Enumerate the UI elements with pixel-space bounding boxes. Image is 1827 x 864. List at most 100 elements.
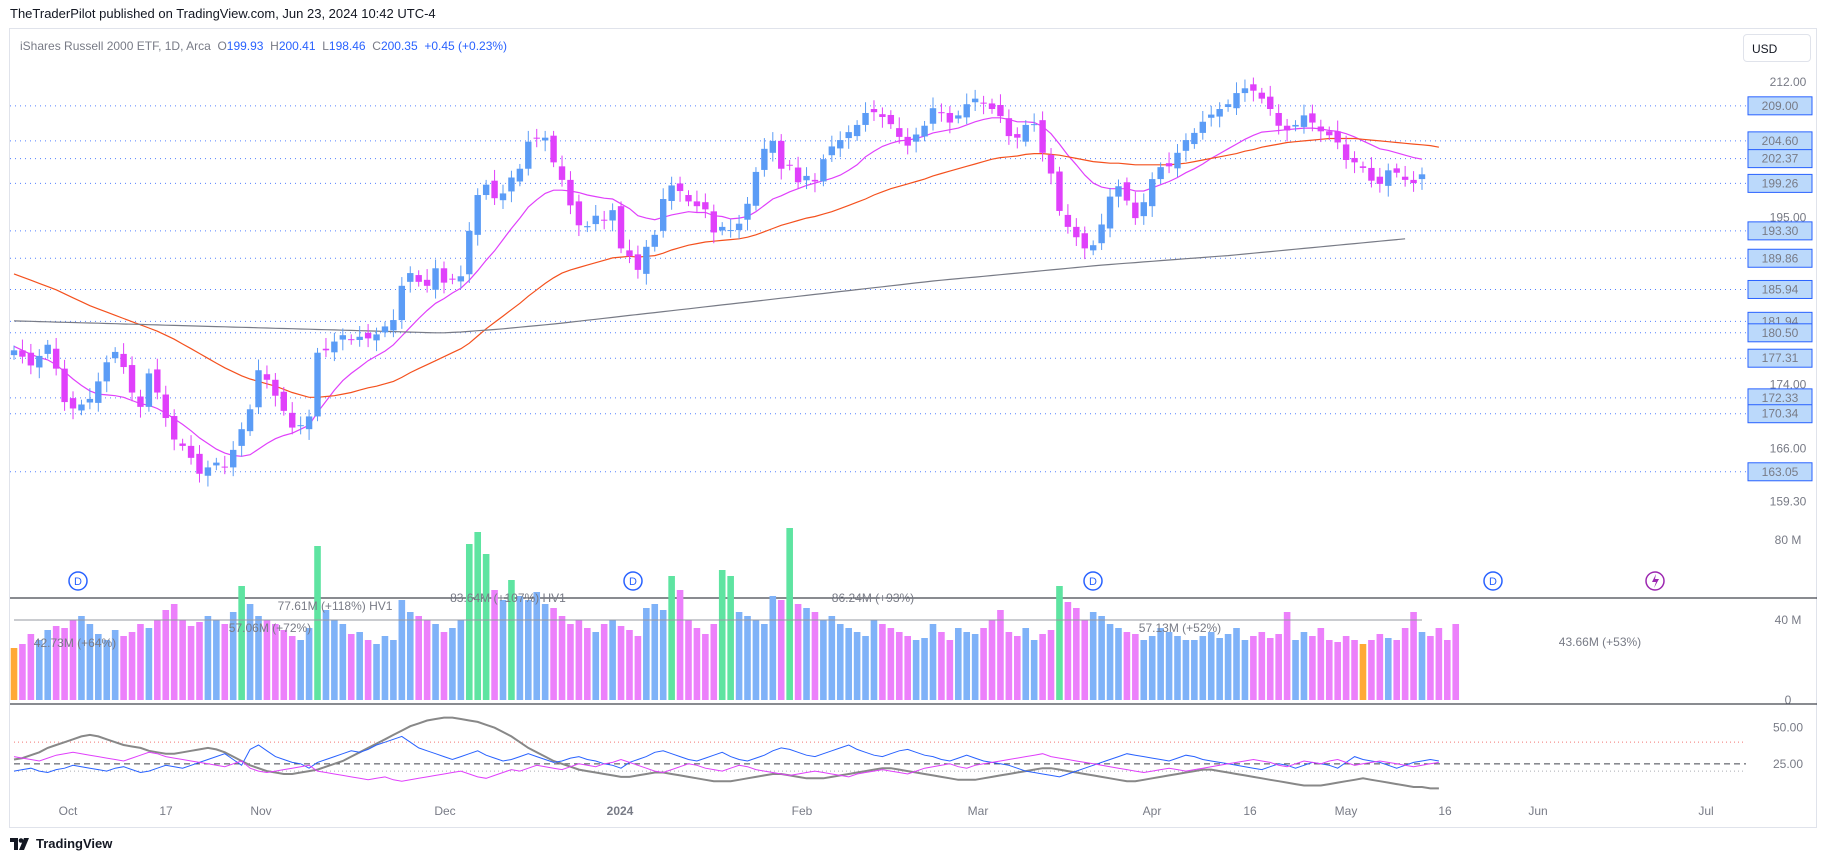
candle-body — [1174, 152, 1181, 169]
dividend-marker: D — [1083, 571, 1103, 591]
volume-bar — [659, 610, 667, 700]
candle-body — [1241, 88, 1249, 94]
volume-bar — [533, 592, 541, 700]
price-axis-tick: 159.30 — [1770, 495, 1807, 509]
volume-bar — [862, 636, 869, 700]
candle-body — [879, 114, 886, 117]
candle-body — [988, 103, 996, 110]
price-level-label: 193.30 — [1762, 224, 1799, 238]
volume-bar — [1443, 640, 1451, 700]
volume-bar — [887, 628, 895, 700]
candle-body — [643, 246, 650, 274]
volume-bar — [1005, 632, 1013, 700]
dividend-marker-label: D — [74, 576, 82, 588]
candle-body — [19, 350, 26, 357]
volume-bar — [390, 640, 397, 700]
candle-body — [946, 112, 954, 123]
candle-body — [162, 394, 169, 419]
volume-annotation: 57.06M (+72%) — [229, 621, 311, 635]
candle-body — [744, 203, 751, 220]
candle-body — [533, 137, 540, 139]
volume-bar — [651, 604, 659, 700]
time-axis-tick: 17 — [159, 804, 173, 818]
volume-bar — [735, 612, 743, 700]
candle-body — [845, 132, 852, 139]
volume-bar — [52, 626, 60, 700]
volume-bar — [550, 608, 557, 700]
volume-bar — [137, 624, 144, 700]
volume-bar — [86, 624, 94, 700]
candle-body — [457, 276, 465, 282]
open-label: O — [217, 39, 227, 53]
volume-bar — [347, 634, 355, 700]
candle-body — [558, 166, 566, 180]
candle-body — [1047, 154, 1055, 174]
candle-body — [187, 445, 195, 458]
volume-bar — [170, 604, 178, 700]
footer-brand: TradingView — [36, 836, 113, 851]
candle-body — [1073, 226, 1080, 238]
moving-average-line — [13, 137, 1440, 398]
candle-body — [1039, 120, 1046, 153]
volume-bar — [120, 636, 127, 700]
candle-body — [1199, 121, 1206, 133]
candle-body — [36, 355, 43, 368]
volume-bar — [1427, 636, 1434, 700]
candle-body — [997, 105, 1004, 117]
volume-bar — [1258, 632, 1266, 700]
volume-bar — [626, 630, 633, 700]
candle-body — [111, 351, 119, 359]
candle-body — [794, 167, 802, 183]
candle-body — [1165, 163, 1173, 167]
volume-bar — [921, 638, 928, 700]
candle-body — [1410, 179, 1417, 184]
price-axis-tick: 166.00 — [1770, 441, 1807, 455]
volume-bar — [111, 630, 119, 700]
candle-body — [255, 370, 262, 408]
volume-bar — [154, 620, 161, 700]
candle-body — [1106, 196, 1114, 229]
volume-bar — [272, 624, 279, 700]
candle-body — [263, 374, 271, 380]
candle-body — [364, 332, 372, 339]
candle-body — [356, 336, 363, 340]
candle-body — [516, 168, 524, 182]
symbol-legend: iShares Russell 2000 ETF, 1D, Arca O199.… — [20, 39, 507, 53]
candle-body — [69, 398, 77, 409]
volume-bar — [19, 644, 26, 700]
currency-button[interactable]: USD — [1743, 34, 1811, 62]
price-level-label: 172.33 — [1762, 391, 1799, 405]
volume-bar — [516, 596, 524, 700]
candle-body — [120, 353, 127, 368]
candle-body — [10, 350, 18, 356]
volume-bar — [1342, 636, 1350, 700]
volume-bar — [761, 624, 768, 700]
volume-bar — [836, 624, 844, 700]
candle-body — [1149, 179, 1156, 207]
volume-bar — [777, 600, 785, 700]
volume-bar — [238, 586, 245, 700]
volume-bar — [904, 636, 912, 700]
candle-body — [95, 381, 102, 403]
symbol-name: iShares Russell 2000 ETF, 1D, Arca — [20, 39, 211, 53]
candle-body — [1283, 125, 1291, 131]
volume-bar — [1283, 612, 1291, 700]
candle-body — [508, 177, 515, 192]
time-axis-tick: Oct — [59, 804, 78, 818]
volume-bar — [1351, 640, 1358, 700]
volume-bar — [668, 576, 675, 700]
time-axis-tick: 2024 — [607, 804, 634, 818]
candle-body — [752, 171, 760, 206]
candle-body — [1132, 202, 1139, 219]
time-axis-tick: Nov — [250, 804, 271, 818]
volume-bar — [752, 620, 760, 700]
volume-axis-tick: 40 M — [1775, 613, 1802, 627]
candle-body — [904, 136, 911, 146]
published-caption: TheTraderPilot published on TradingView.… — [10, 6, 436, 21]
volume-bar — [204, 616, 212, 700]
candle-body — [373, 334, 380, 341]
candle-body — [154, 369, 161, 393]
candle-body — [432, 268, 439, 290]
last-price-label: 199.26 — [1762, 176, 1799, 190]
